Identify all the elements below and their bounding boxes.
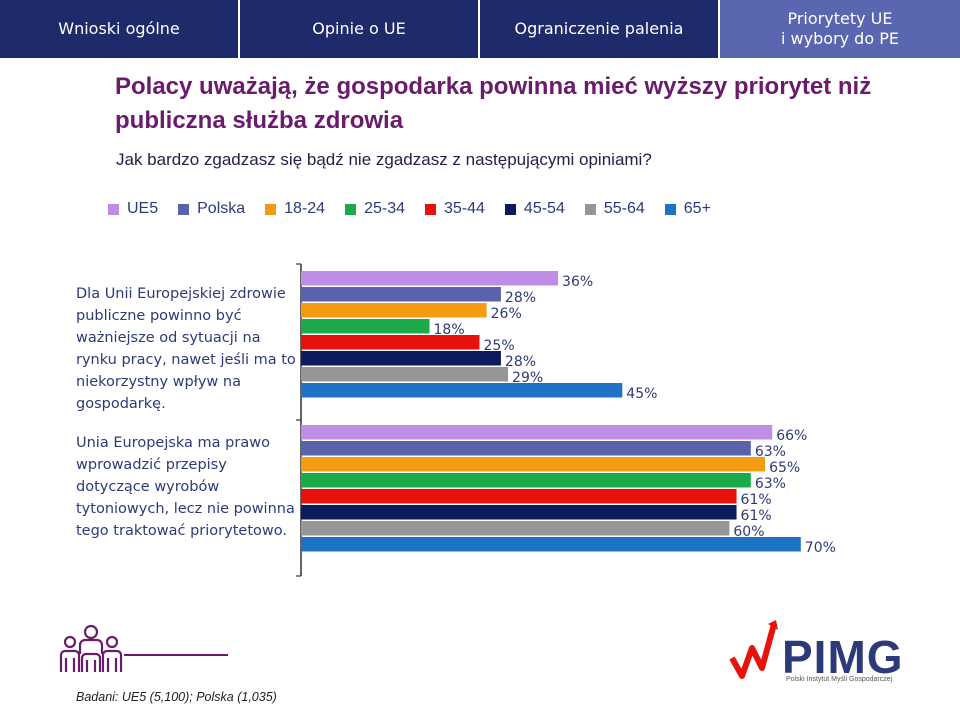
bar-value-label: 36% [562, 274, 593, 290]
tab-label: Wnioski ogólne [58, 19, 180, 38]
legend-label: 65+ [683, 200, 711, 217]
legend-item: 25-34 [345, 200, 405, 218]
bar-value-label: 70% [805, 540, 836, 556]
bar-value-label: 26% [491, 306, 522, 322]
legend-label: 18-24 [284, 200, 326, 217]
tab-label: Priorytety UE i wybory do PE [781, 9, 899, 48]
people-group-icon [59, 624, 123, 672]
category-label-2: Unia Europejska ma prawo wprowadzić prze… [76, 435, 295, 539]
legend-item: 45-54 [504, 200, 565, 218]
tab-label: Ograniczenie palenia [514, 19, 684, 38]
legend-swatch [664, 203, 676, 215]
bar-value-label: 63% [755, 444, 786, 460]
legend-label: 55-64 [603, 200, 645, 217]
bar [301, 425, 773, 440]
chart-legend: UE5 Polska 18-24 25-34 35-44 45-54 55-64 65+ [108, 200, 731, 218]
legend-label: 45-54 [523, 200, 565, 217]
bar [301, 319, 430, 334]
bar [301, 505, 737, 520]
bar-value-label: 61% [741, 508, 772, 524]
bar [301, 441, 751, 456]
legend-swatch [345, 203, 357, 215]
bar [301, 271, 559, 286]
sample-note: Badani: UE5 (5,100); Polska (1,035) [76, 690, 277, 704]
tab-priorytety-ue[interactable]: Priorytety UE i wybory do PE [720, 0, 960, 58]
legend-swatch [265, 203, 277, 215]
bar [301, 473, 751, 488]
legend-swatch [108, 203, 119, 215]
legend-swatch [584, 203, 596, 215]
bar [301, 383, 623, 398]
bar [301, 303, 487, 318]
legend-label: UE5 [127, 200, 159, 217]
legend-item: 18-24 [265, 200, 325, 218]
legend-swatch [178, 203, 190, 215]
bar [301, 521, 730, 536]
footer-divider [124, 654, 228, 656]
legend-item: 65+ [664, 200, 711, 218]
bar-value-label: 65% [769, 460, 800, 476]
legend-label: Polska [197, 200, 246, 217]
pimg-logo-subtext: Polski Instytut Myśli Gospodarczej [786, 676, 893, 683]
bar-value-label: 18% [434, 322, 465, 338]
bar-value-label: 45% [626, 386, 657, 402]
legend-label: 35-44 [444, 200, 485, 217]
legend-item: 35-44 [425, 200, 485, 218]
tab-wnioski-ogolne[interactable]: Wnioski ogólne [0, 0, 240, 58]
bar-value-label: 28% [505, 354, 536, 370]
bar-value-label: 25% [484, 338, 515, 354]
legend-swatch [425, 203, 436, 215]
tab-label: Opinie o UE [312, 19, 406, 38]
bar-value-label: 63% [755, 476, 786, 492]
tab-bar: Wnioski ogólne Opinie o UE Ograniczenie … [0, 0, 960, 58]
bar-value-label: 28% [505, 290, 536, 306]
bar-value-label: 60% [733, 524, 764, 540]
legend-item: UE5 [108, 200, 158, 218]
bar-value-label: 66% [776, 428, 807, 444]
bar [301, 489, 737, 504]
tab-ograniczenie-palenia[interactable]: Ograniczenie palenia [480, 0, 720, 58]
bar [301, 335, 480, 350]
question-subtitle: Jak bardzo zgadzasz się bądź nie zgadzas… [116, 150, 652, 169]
bar-value-label: 29% [512, 370, 543, 386]
legend-item: 55-64 [584, 200, 645, 218]
legend-label: 25-34 [364, 200, 405, 217]
legend-item: Polska [178, 200, 245, 218]
tab-opinie-o-ue[interactable]: Opinie o UE [240, 0, 480, 58]
bar-value-label: 61% [741, 492, 772, 508]
bar [301, 351, 501, 366]
category-label-1: Dla Unii Europejskiej zdrowie publiczne … [76, 286, 296, 412]
pimg-logo-text: PIMG [782, 631, 904, 683]
legend-swatch [504, 203, 516, 215]
bar [301, 367, 509, 382]
pimg-logo-mark [729, 620, 778, 679]
page-title: Polacy uważają, że gospodarka powinna mi… [115, 73, 872, 134]
bar [301, 537, 801, 552]
bar [301, 457, 766, 472]
bar [301, 287, 501, 302]
